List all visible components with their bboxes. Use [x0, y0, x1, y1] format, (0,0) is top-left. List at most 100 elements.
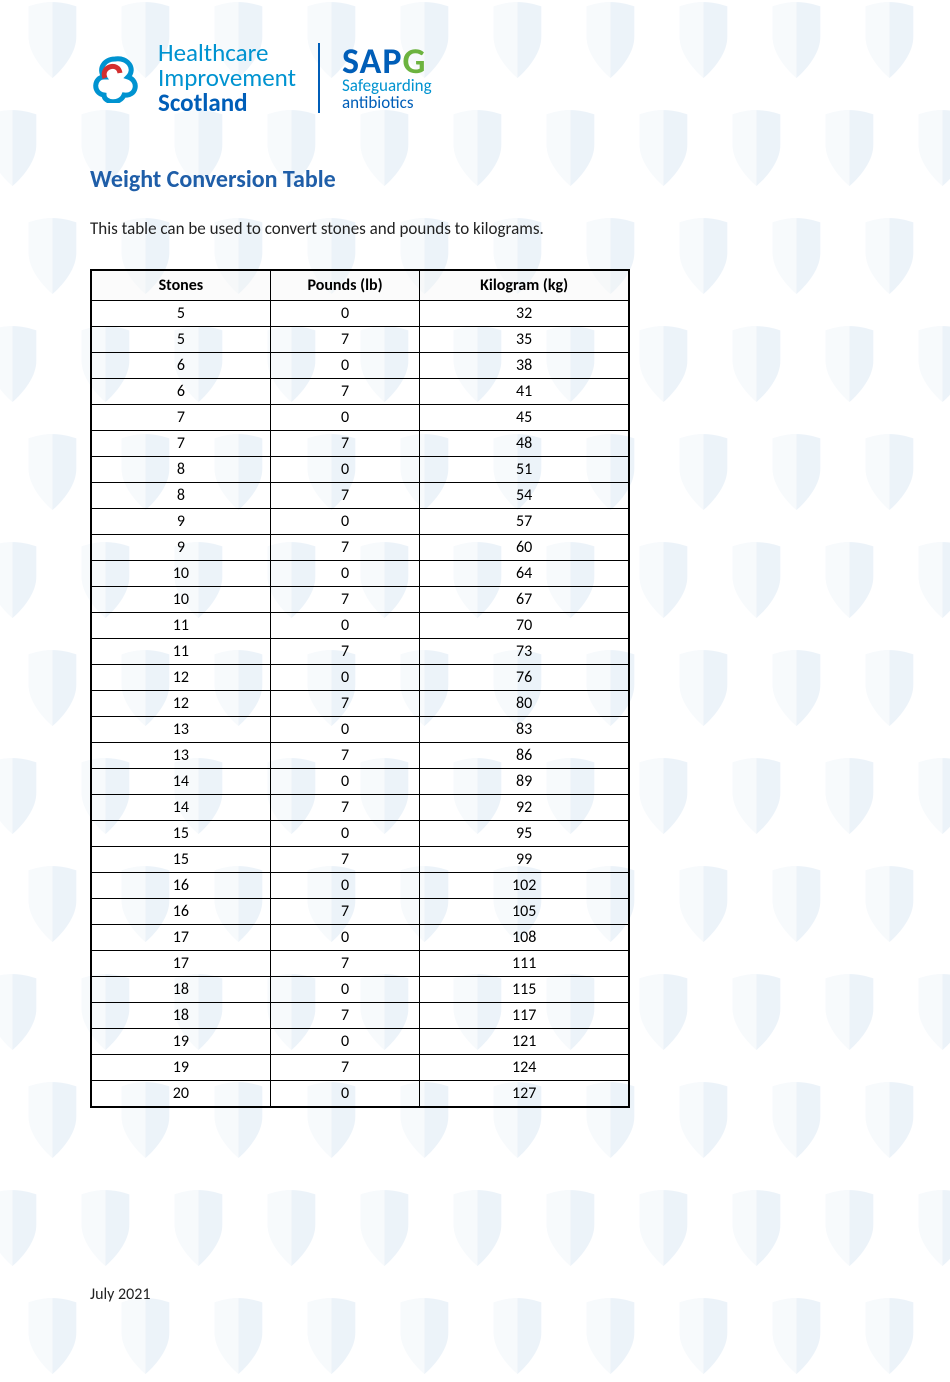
table-row: 12780: [91, 691, 629, 717]
cell-kilogram: 73: [420, 639, 629, 665]
sapg-acronym: SAPG: [342, 44, 432, 78]
his-line-3: Scotland: [158, 90, 296, 115]
cell-stones: 15: [91, 847, 270, 873]
cell-pounds: 7: [270, 483, 419, 509]
cell-stones: 18: [91, 1003, 270, 1029]
cell-stones: 11: [91, 639, 270, 665]
table-row: 5735: [91, 327, 629, 353]
cell-pounds: 0: [270, 405, 419, 431]
cell-stones: 19: [91, 1055, 270, 1081]
cell-pounds: 7: [270, 431, 419, 457]
table-row: 197124: [91, 1055, 629, 1081]
cell-pounds: 0: [270, 509, 419, 535]
cell-stones: 17: [91, 925, 270, 951]
cell-pounds: 7: [270, 899, 419, 925]
cell-stones: 9: [91, 509, 270, 535]
cell-kilogram: 92: [420, 795, 629, 821]
table-row: 9057: [91, 509, 629, 535]
cell-kilogram: 111: [420, 951, 629, 977]
cell-pounds: 7: [270, 587, 419, 613]
table-row: 14792: [91, 795, 629, 821]
table-row: 10064: [91, 561, 629, 587]
cell-kilogram: 108: [420, 925, 629, 951]
cell-stones: 5: [91, 327, 270, 353]
cell-stones: 10: [91, 561, 270, 587]
col-header-kilogram: Kilogram (kg): [420, 270, 629, 301]
table-row: 8754: [91, 483, 629, 509]
cell-stones: 16: [91, 899, 270, 925]
cell-kilogram: 95: [420, 821, 629, 847]
intro-text: This table can be used to convert stones…: [90, 218, 860, 239]
cell-pounds: 0: [270, 353, 419, 379]
cell-stones: 18: [91, 977, 270, 1003]
cell-kilogram: 38: [420, 353, 629, 379]
cell-pounds: 7: [270, 1055, 419, 1081]
table-row: 200127: [91, 1081, 629, 1108]
table-row: 14089: [91, 769, 629, 795]
cell-pounds: 0: [270, 665, 419, 691]
cell-stones: 19: [91, 1029, 270, 1055]
sapg-sub-2: antibiotics: [342, 95, 432, 111]
logo-divider: [318, 43, 320, 113]
cell-kilogram: 115: [420, 977, 629, 1003]
cell-pounds: 0: [270, 1081, 419, 1108]
table-row: 6038: [91, 353, 629, 379]
footer-date: July 2021: [90, 1285, 150, 1304]
cell-kilogram: 102: [420, 873, 629, 899]
cell-stones: 6: [91, 353, 270, 379]
conversion-table: Stones Pounds (lb) Kilogram (kg) 5032573…: [90, 269, 630, 1108]
cell-pounds: 7: [270, 795, 419, 821]
cell-stones: 7: [91, 405, 270, 431]
cell-pounds: 0: [270, 457, 419, 483]
col-header-pounds: Pounds (lb): [270, 270, 419, 301]
table-row: 177111: [91, 951, 629, 977]
cell-pounds: 0: [270, 1029, 419, 1055]
table-row: 7748: [91, 431, 629, 457]
cell-stones: 7: [91, 431, 270, 457]
table-row: 9760: [91, 535, 629, 561]
cell-kilogram: 70: [420, 613, 629, 639]
table-row: 170108: [91, 925, 629, 951]
table-row: 12076: [91, 665, 629, 691]
cell-pounds: 0: [270, 925, 419, 951]
table-row: 180115: [91, 977, 629, 1003]
cell-pounds: 7: [270, 535, 419, 561]
his-logo-text: Healthcare Improvement Scotland: [158, 40, 296, 115]
cell-kilogram: 57: [420, 509, 629, 535]
table-row: 167105: [91, 899, 629, 925]
cell-kilogram: 60: [420, 535, 629, 561]
cell-pounds: 0: [270, 977, 419, 1003]
table-row: 13786: [91, 743, 629, 769]
cell-kilogram: 117: [420, 1003, 629, 1029]
table-row: 10767: [91, 587, 629, 613]
cell-stones: 12: [91, 665, 270, 691]
cell-kilogram: 45: [420, 405, 629, 431]
col-header-stones: Stones: [91, 270, 270, 301]
cell-stones: 16: [91, 873, 270, 899]
cell-pounds: 7: [270, 379, 419, 405]
table-row: 15799: [91, 847, 629, 873]
table-row: 190121: [91, 1029, 629, 1055]
cell-kilogram: 124: [420, 1055, 629, 1081]
cell-stones: 11: [91, 613, 270, 639]
table-header-row: Stones Pounds (lb) Kilogram (kg): [91, 270, 629, 301]
cell-stones: 6: [91, 379, 270, 405]
cell-kilogram: 83: [420, 717, 629, 743]
cell-pounds: 0: [270, 717, 419, 743]
table-row: 6741: [91, 379, 629, 405]
table-row: 13083: [91, 717, 629, 743]
cell-kilogram: 48: [420, 431, 629, 457]
cell-stones: 12: [91, 691, 270, 717]
cell-kilogram: 67: [420, 587, 629, 613]
cell-kilogram: 127: [420, 1081, 629, 1108]
cell-kilogram: 121: [420, 1029, 629, 1055]
cell-stones: 14: [91, 769, 270, 795]
logo-row: Healthcare Improvement Scotland SAPG Saf…: [90, 40, 860, 115]
cell-stones: 15: [91, 821, 270, 847]
table-row: 15095: [91, 821, 629, 847]
table-row: 7045: [91, 405, 629, 431]
cell-pounds: 7: [270, 743, 419, 769]
cell-pounds: 7: [270, 327, 419, 353]
cell-pounds: 7: [270, 639, 419, 665]
table-row: 160102: [91, 873, 629, 899]
